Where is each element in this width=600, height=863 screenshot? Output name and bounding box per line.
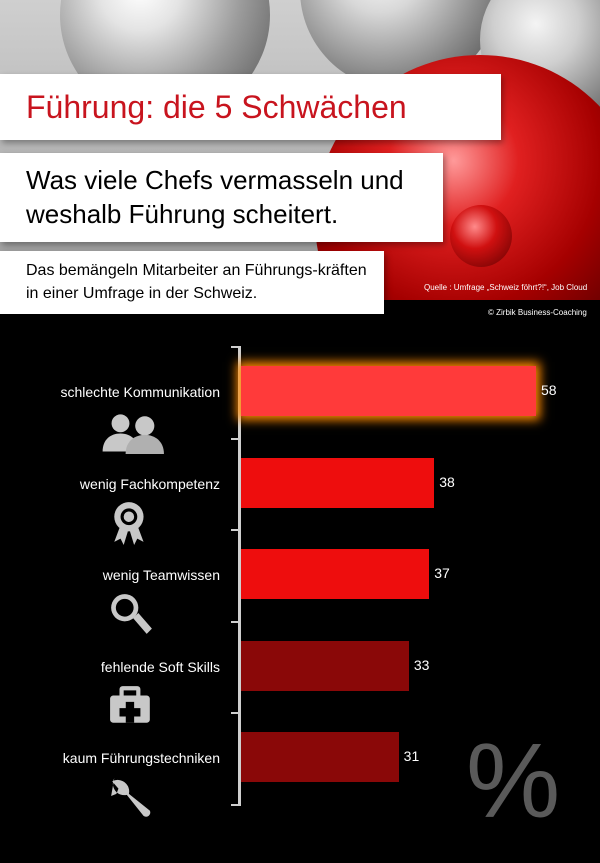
percent-symbol: %	[466, 722, 561, 840]
value-label: 33	[413, 656, 430, 673]
bar	[241, 640, 409, 691]
chart-axis	[238, 346, 241, 804]
value-label: 58	[541, 382, 557, 398]
page-title: Führung: die 5 Schwächen	[26, 89, 407, 125]
award-badge-icon	[114, 501, 144, 545]
survey-note: Das bemängeln Mitarbeiter an Führungs-kr…	[26, 262, 367, 302]
subtitle-card: Was viele Chefs vermasseln und weshalb F…	[0, 153, 443, 242]
axis-tick	[231, 529, 241, 532]
bar	[241, 457, 435, 508]
axis-tick	[231, 346, 241, 348]
category-label: kaum Führungstechniken	[62, 750, 220, 767]
toolbox-icon	[110, 685, 150, 723]
page-subtitle: Was viele Chefs vermasseln und weshalb F…	[26, 165, 404, 229]
axis-tick	[231, 437, 241, 440]
value-label: 37	[434, 565, 450, 582]
axis-tick	[231, 804, 241, 806]
category-label: wenig Fachkompetenz	[79, 475, 220, 492]
bar	[241, 732, 399, 783]
bar	[241, 549, 430, 600]
copyright-notice: © Zirbik Business-Coaching	[488, 308, 587, 317]
bar	[241, 366, 536, 416]
small-red-sphere	[450, 205, 512, 267]
category-label: fehlende Soft Skills	[100, 658, 220, 675]
axis-tick	[231, 712, 241, 715]
source-credit: Quelle : Umfrage „Schweiz föhrt?!“, Job …	[424, 283, 588, 292]
wrench-icon	[111, 778, 151, 818]
category-label: wenig Teamwissen	[102, 567, 220, 584]
value-label: 31	[403, 748, 420, 765]
note-card: Das bemängeln Mitarbeiter an Führungs-kr…	[0, 251, 384, 314]
axis-tick	[231, 620, 241, 623]
category-label: schlechte Kommunikation	[60, 384, 220, 400]
people-icon	[102, 414, 164, 454]
title-card: Führung: die 5 Schwächen	[0, 74, 501, 140]
magnifier-icon	[111, 594, 152, 635]
value-label: 38	[439, 473, 455, 490]
